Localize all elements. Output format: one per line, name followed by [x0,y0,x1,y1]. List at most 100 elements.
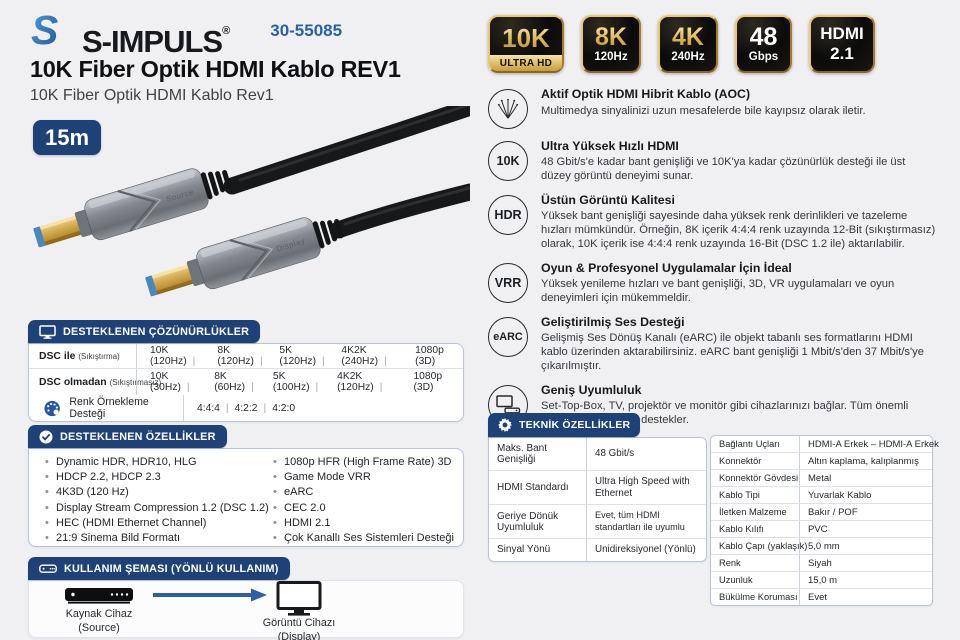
resolution-row-note: (Sıkıştırmasız) [109,377,162,387]
resolution-row-note: (Sıkıştırma) [78,351,120,361]
spec-row: Geriye Dönük Uyumluluk Evet, tüm HDMI sta… [489,505,706,539]
resolution-value: 5K (120Hz) [279,345,341,367]
feature-icon-label: 10K [496,153,520,168]
product-image: Source Display [33,106,470,297]
feature-bullet: 21:9 Sinema Bild Formatı [43,531,271,546]
spec-row: Sinyal Yönü Unidireksiyonel (Yönlü) [489,539,706,561]
resolution-row: DSC olmadan(Sıkıştırmasız)10K (30Hz)8K (… [29,369,463,395]
feature-bullet: Dynamic HDR, HDR10, HLG [43,455,271,470]
spec-row: Kablo Tipi Yuvarlak Kablo [711,487,932,504]
feature-text: Ultra Yüksek Hızlı HDMI 48 Gbit/s'e kadar… [541,139,938,184]
feature-desc: Gelişmiş Ses Dönüş Kanalı (eARC) ile obj… [541,332,924,372]
badge-line1: 48 [749,22,778,51]
spec-row: Uzunluk 15,0 m [711,572,932,589]
resolution-value: 5K (100Hz) [273,371,337,393]
settopbox-icon [39,564,57,573]
spec-value: Siyah [799,555,932,571]
spec-row: Bükülme Koruması Evet [711,589,932,605]
resolution-value: 10K (30Hz) [150,371,214,393]
display-device-icon [276,581,322,616]
feature-text: Aktif Optik HDMI Hibrit Kablo (AOC) Multi… [541,87,866,129]
feature-desc: Yüksek bant genişliği sayesinde daha yük… [541,210,936,250]
resolution-row: DSC ile(Sıkıştırma) 10K (120Hz)8K (120Hz)… [29,344,463,369]
spec-value: 15,0 m [799,572,932,588]
badge-line2: 2.1 [830,44,854,63]
spec-row: İletken Malzeme Bakır / POF [711,504,932,521]
feature-text: Geliştirilmiş Ses Desteği Gelişmiş Ses Dö… [541,315,938,374]
specs-header-label: TEKNİK ÖZELLİKLER [519,419,631,431]
feature-bullet: HDCP 2.2, HDCP 2.3 [43,470,271,485]
feature-bullet: Game Mode VRR [271,470,454,485]
resolution-value: 4K2K (240Hz) [341,345,415,367]
capability-badge-hdmi: HDMI 2.1 [809,15,875,73]
direction-arrow [153,588,267,602]
usage-diagram-card: Kaynak Cihaz (Source) Görüntü Cihazı (Disp… [28,580,464,640]
supported-features-card: Dynamic HDR, HDR10, HLGHDCP 2.2, HDCP 2.… [28,448,464,547]
usage-header: KULLANIM ŞEMASI (YÖNLÜ KULLANIM) [28,557,290,580]
badge-line2: ULTRA HD [490,55,562,71]
badge-line2: Gbps [748,51,779,64]
spec-label: Maks. Bant Genişliği [497,443,548,465]
spec-label: Uzunluk [719,575,753,585]
feature-bullet: Çok Kanallı Ses Sistemleri Desteği [271,531,454,546]
resolutions-header-label: DESTEKLENEN ÇÖZÜNÜRLÜKLER [63,325,250,338]
spec-row: HDMI Standardı Ultra High Speed with Ethe… [489,471,706,505]
spec-value: Unidireksiyonel (Yönlü) [586,539,706,561]
feature-desc: 48 Gbit/s'e kadar bant genişliği ve 10K'… [541,156,906,182]
usage-diagram [65,581,322,616]
spec-row: Konnektör Altın kaplama, kalıplanmış [711,453,932,470]
spec-row: Bağlantı Uçları HDMI-A Erkek – HDMI-A Erk… [711,436,939,453]
color-sampling-value: 4:4:4 [197,403,235,414]
brand-name: S-IMPULS® [82,24,231,59]
capability-badge-10k: 10K ULTRA HD [488,15,564,73]
spec-row: Konnektör Gövdesi Metal [711,470,932,487]
feature-list: Aktif Optik HDMI Hibrit Kablo (AOC) Multi… [488,87,938,438]
feature-text: Üstün Görüntü Kalitesi Yüksek bant genişl… [541,193,938,252]
spec-row: Renk Siyah [711,555,932,572]
resolution-row-values: 10K (30Hz)8K (60Hz)5K (100Hz)4K2K (120Hz… [136,369,463,395]
specs-header: TEKNİK ÖZELLİKLER [488,413,641,437]
resolution-row-values: 10K (120Hz)8K (120Hz)5K (120Hz)4K2K (240… [136,344,463,368]
specs-table-left: Maks. Bant Genişliği 48 Gbit/s HDMI Standa… [488,437,707,562]
feature-item: Aktif Optik HDMI Hibrit Kablo (AOC) Multi… [488,87,938,129]
vrr-icon: VRR [488,262,528,303]
resolutions-header: DESTEKLENEN ÇÖZÜNÜRLÜKLER [28,320,261,343]
resolution-row-label: DSC olmadan (Sıkıştırmasız) [39,376,162,388]
feature-desc: Multimedya sinyalinizi uzun mesafelerde … [541,104,866,117]
svg-text:S: S [31,11,58,51]
badge-line1: 8K [595,22,627,51]
feature-bullet: HDMI 2.1 [271,516,454,531]
resolution-value: 8K (120Hz) [217,345,279,367]
color-sampling-row: Renk Örnekleme Desteği 4:4:44:2:24:2:0 [29,395,463,421]
spec-value: Bakır / POF [799,504,932,520]
color-sampling-value: 4:2:2 [235,403,273,414]
color-sampling-values: 4:4:44:2:24:2:0 [183,395,463,421]
registered-mark: ® [222,25,231,37]
spec-value: Evet [799,589,932,605]
spec-label: Konnektör Gövdesi [719,473,799,483]
badge-line2: 240Hz [671,51,705,64]
color-sampling-label: Renk Örnekleme Desteği [69,396,149,420]
feature-item: 10K Ultra Yüksek Hızlı HDMI 48 Gbit/s'e ka… [488,139,938,184]
spec-value: Ultra High Speed with Ethernet [586,471,706,504]
palette-icon [44,400,60,416]
feature-bullet: Display Stream Compression 1.2 (DSC 1.2) [43,501,271,516]
spec-label: HDMI Standardı [497,482,569,493]
spec-value: HDMI-A Erkek – HDMI-A Erkek [799,436,939,452]
badge-line1: HDMI [820,24,864,44]
feature-desc: Yüksek yenileme hızları ve bant genişliğ… [541,278,895,304]
spec-label: Kablo Kılıfı [719,524,764,534]
spec-label: Sinyal Yönü [497,544,551,556]
feature-item: VRR Oyun & Profesyonel Uygulamalar İçin İ… [488,261,938,306]
earc-icon: eARC [488,316,528,357]
features-list-right: 1080p HFR (High Frame Rate) 3DGame Mode … [271,455,454,546]
display-device-label: Görüntü Cihazı (Display) [262,617,336,640]
spec-value: Metal [799,470,932,486]
color-sampling-value: 4:2:0 [272,402,296,414]
hdmi-connector-source: Source [33,168,232,248]
spec-value: Altın kaplama, kalıplanmış [799,453,932,469]
capability-badge-8k: 8K 120Hz [581,15,641,73]
feature-text: Oyun & Profesyonel Uygulamalar İçin İdea… [541,261,938,306]
cable-length-badge: 15m [33,120,101,155]
